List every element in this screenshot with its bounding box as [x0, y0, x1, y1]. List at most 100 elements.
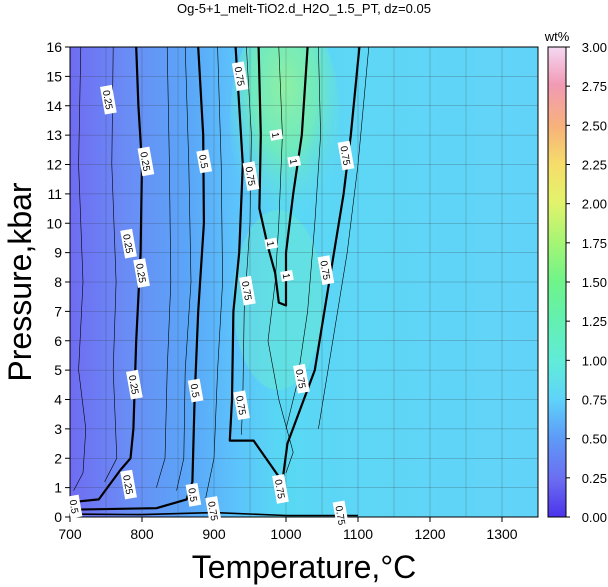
svg-text:0.5: 0.5 — [187, 383, 200, 399]
svg-text:0.75: 0.75 — [332, 505, 346, 527]
svg-text:0.75: 0.75 — [232, 66, 246, 88]
y-tick-label: 6 — [54, 333, 62, 349]
colorbar-tick-label: 2.75 — [582, 79, 607, 94]
contour-line — [156, 47, 172, 488]
y-tick-label: 10 — [46, 215, 62, 231]
contour-label: 0.25 — [120, 469, 137, 500]
colorbar-tick-label: 1.75 — [582, 236, 607, 251]
grid-lines — [70, 47, 538, 517]
y-tick-label: 12 — [46, 157, 62, 173]
chart-title: Og-5+1_melt-TiO2.d_H2O_1.5_PT, dz=0.05 — [177, 1, 431, 16]
contour-label: 0.75 — [337, 140, 355, 171]
contour-label: 0.75 — [232, 61, 249, 92]
svg-text:0.5: 0.5 — [196, 154, 209, 170]
y-tick-label: 7 — [54, 303, 62, 319]
x-axis-title: Temperature,°C — [192, 549, 416, 585]
contour-label: 0.75 — [332, 500, 350, 531]
colorbar-tick-label: 0.00 — [582, 510, 607, 525]
contour-label: 1 — [269, 128, 283, 141]
contour-label: 0.5 — [196, 149, 213, 174]
contour-label: 0.25 — [137, 146, 155, 177]
contour-label: 0.5 — [185, 482, 202, 507]
contour-label: 0.75 — [317, 255, 335, 285]
svg-text:0.5: 0.5 — [66, 499, 79, 515]
x-tick-label: 1200 — [414, 526, 445, 542]
contour-line — [205, 47, 223, 500]
svg-text:0.75: 0.75 — [205, 501, 219, 523]
contour-label: 0.75 — [272, 474, 289, 504]
svg-text:0.75: 0.75 — [272, 479, 286, 501]
contour-label: 1 — [264, 237, 278, 250]
colorbar-tick-label: 1.00 — [582, 353, 607, 368]
y-tick-label: 16 — [46, 39, 62, 55]
contour-labels: 0.25 0.25 0.25 0.25 0.25 0.25 0.5 0.5 0.5 0.5 0.75… — [66, 61, 355, 531]
svg-text:1: 1 — [280, 272, 292, 280]
contour-label: 1 — [280, 269, 294, 282]
colorbar-label: wt% — [544, 29, 570, 44]
y-tick-label: 4 — [54, 392, 62, 408]
colorbar-ticks: 0.00 0.25 0.50 0.75 1.00 1.25 1.50 1.75 2.00 2.25… — [566, 40, 607, 525]
contour-line — [257, 47, 309, 307]
svg-text:0.25: 0.25 — [137, 151, 151, 173]
y-tick-label: 1 — [54, 480, 62, 496]
contour-label: 0.25 — [126, 369, 143, 400]
contour-label: 1 — [287, 155, 301, 168]
contour-label: 0.75 — [242, 161, 260, 191]
colorbar-tick-label: 1.25 — [582, 314, 607, 329]
y-tick-label: 5 — [54, 362, 62, 378]
svg-text:0.75: 0.75 — [233, 395, 247, 417]
x-tick-label: 900 — [202, 526, 226, 542]
svg-text:0.75: 0.75 — [242, 166, 256, 188]
svg-text:0.25: 0.25 — [120, 474, 134, 496]
y-tick-label: 8 — [54, 274, 62, 290]
contour-line — [104, 47, 118, 482]
colorbar-tick-label: 3.00 — [582, 40, 607, 55]
contour-label: 0.25 — [100, 84, 117, 115]
svg-text:0.25: 0.25 — [120, 233, 134, 255]
contour-label: 0.75 — [233, 390, 250, 421]
svg-text:0.75: 0.75 — [317, 260, 331, 282]
x-tick-label: 800 — [130, 526, 154, 542]
colorbar-tick-label: 2.25 — [582, 158, 607, 173]
svg-text:1: 1 — [287, 158, 299, 166]
colorbar — [547, 46, 567, 518]
contour-label: 0.5 — [66, 494, 83, 519]
contour-label: 0.25 — [133, 258, 150, 288]
colorbar-tick-label: 0.75 — [582, 393, 607, 408]
contour-label: 0.75 — [239, 275, 256, 306]
y-tick-label: 13 — [46, 127, 62, 143]
svg-text:0.75: 0.75 — [337, 145, 351, 167]
colorbar-tick-label: 0.50 — [582, 432, 607, 447]
y-tick-label: 2 — [54, 450, 62, 466]
svg-text:0.5: 0.5 — [185, 487, 198, 503]
y-tick-label: 3 — [54, 421, 62, 437]
svg-text:0.75: 0.75 — [293, 368, 307, 390]
contour-label: 0.75 — [205, 496, 222, 526]
y-axis-title: Pressure,kbar — [2, 182, 38, 382]
colorbar-tick-label: 0.25 — [582, 471, 607, 486]
y-tick-label: 15 — [46, 68, 62, 84]
svg-text:0.25: 0.25 — [133, 263, 147, 285]
y-tick-label: 0 — [54, 509, 62, 525]
x-tick-label: 1000 — [270, 526, 301, 542]
svg-text:0.25: 0.25 — [126, 374, 140, 396]
x-tick-label: 1100 — [343, 526, 373, 542]
y-tick-label: 11 — [47, 186, 62, 202]
contour-line — [285, 47, 321, 429]
contour-label: 0.5 — [187, 378, 204, 403]
y-tick-label: 14 — [46, 98, 62, 114]
colorbar-tick-label: 1.50 — [582, 275, 607, 290]
contour-label: 0.25 — [120, 228, 137, 259]
x-tick-label: 700 — [58, 526, 82, 542]
svg-text:0.75: 0.75 — [239, 280, 253, 302]
x-tick-label: 1300 — [486, 526, 517, 542]
y-tick-label: 9 — [54, 245, 62, 261]
colorbar-tick-label: 2.50 — [582, 118, 607, 133]
colorbar-tick-label: 2.00 — [582, 197, 607, 212]
contour-line — [176, 47, 192, 491]
svg-text:1: 1 — [264, 240, 276, 248]
x-axis-ticks: 700 800 900 1000 1100 1200 1300 — [58, 517, 518, 542]
svg-text:0.25: 0.25 — [100, 89, 114, 111]
